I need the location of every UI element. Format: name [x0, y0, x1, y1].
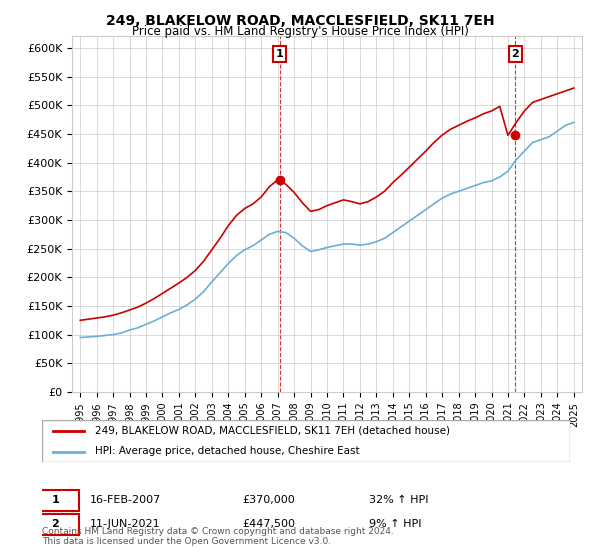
Text: 2: 2: [511, 49, 519, 59]
Text: 249, BLAKELOW ROAD, MACCLESFIELD, SK11 7EH: 249, BLAKELOW ROAD, MACCLESFIELD, SK11 7…: [106, 14, 494, 28]
Text: 16-FEB-2007: 16-FEB-2007: [89, 495, 161, 505]
Text: Price paid vs. HM Land Registry's House Price Index (HPI): Price paid vs. HM Land Registry's House …: [131, 25, 469, 38]
Text: 1: 1: [276, 49, 283, 59]
Text: 1: 1: [52, 495, 59, 505]
FancyBboxPatch shape: [31, 514, 79, 535]
Text: 32% ↑ HPI: 32% ↑ HPI: [370, 495, 429, 505]
FancyBboxPatch shape: [42, 420, 570, 462]
Text: 249, BLAKELOW ROAD, MACCLESFIELD, SK11 7EH (detached house): 249, BLAKELOW ROAD, MACCLESFIELD, SK11 7…: [95, 426, 450, 436]
Text: 9% ↑ HPI: 9% ↑ HPI: [370, 520, 422, 530]
Text: 11-JUN-2021: 11-JUN-2021: [89, 520, 160, 530]
Text: HPI: Average price, detached house, Cheshire East: HPI: Average price, detached house, Ches…: [95, 446, 359, 456]
Text: 2: 2: [52, 520, 59, 530]
FancyBboxPatch shape: [31, 489, 79, 511]
Text: Contains HM Land Registry data © Crown copyright and database right 2024.
This d: Contains HM Land Registry data © Crown c…: [42, 526, 394, 546]
Text: £447,500: £447,500: [242, 520, 296, 530]
Text: £370,000: £370,000: [242, 495, 295, 505]
